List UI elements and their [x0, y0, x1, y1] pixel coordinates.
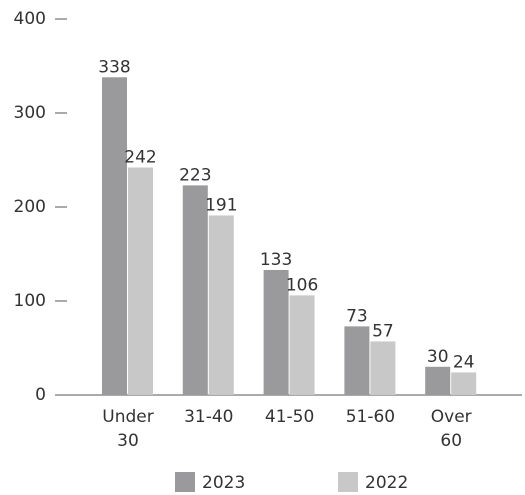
value-label: 242 — [124, 148, 156, 168]
x-tick-label: 51-60 — [346, 407, 395, 427]
value-label: 223 — [179, 165, 211, 185]
bar — [370, 341, 396, 395]
value-label: 133 — [260, 250, 292, 270]
legend-swatch — [338, 472, 358, 492]
value-label: 338 — [98, 57, 130, 77]
bar — [344, 326, 370, 395]
value-label: 106 — [286, 275, 318, 295]
value-label: 191 — [205, 195, 237, 215]
y-tick-label: 400 — [14, 9, 46, 29]
value-label: 57 — [372, 321, 394, 341]
bar — [451, 372, 477, 395]
bar — [102, 77, 127, 395]
y-tick-label: 200 — [14, 197, 46, 217]
y-tick-label: 300 — [14, 103, 46, 123]
y-tick-label: 100 — [14, 291, 46, 311]
bar — [182, 185, 208, 395]
bar — [208, 215, 234, 395]
x-tick-label: 41-50 — [265, 407, 314, 427]
value-label: 30 — [427, 347, 449, 367]
y-tick-label: 0 — [35, 385, 46, 405]
value-label: 24 — [453, 352, 475, 372]
x-tick-label: Under 30 — [102, 407, 153, 451]
value-label: 73 — [346, 306, 368, 326]
x-tick-label: 31-40 — [184, 407, 233, 427]
legend-swatch — [175, 472, 195, 492]
bar — [289, 295, 315, 395]
x-tick-label: Over 60 — [431, 407, 472, 451]
bar — [425, 366, 451, 395]
legend-label: 2022 — [365, 473, 408, 493]
legend-label: 2023 — [202, 473, 245, 493]
bar — [263, 269, 289, 395]
bar — [128, 167, 153, 395]
